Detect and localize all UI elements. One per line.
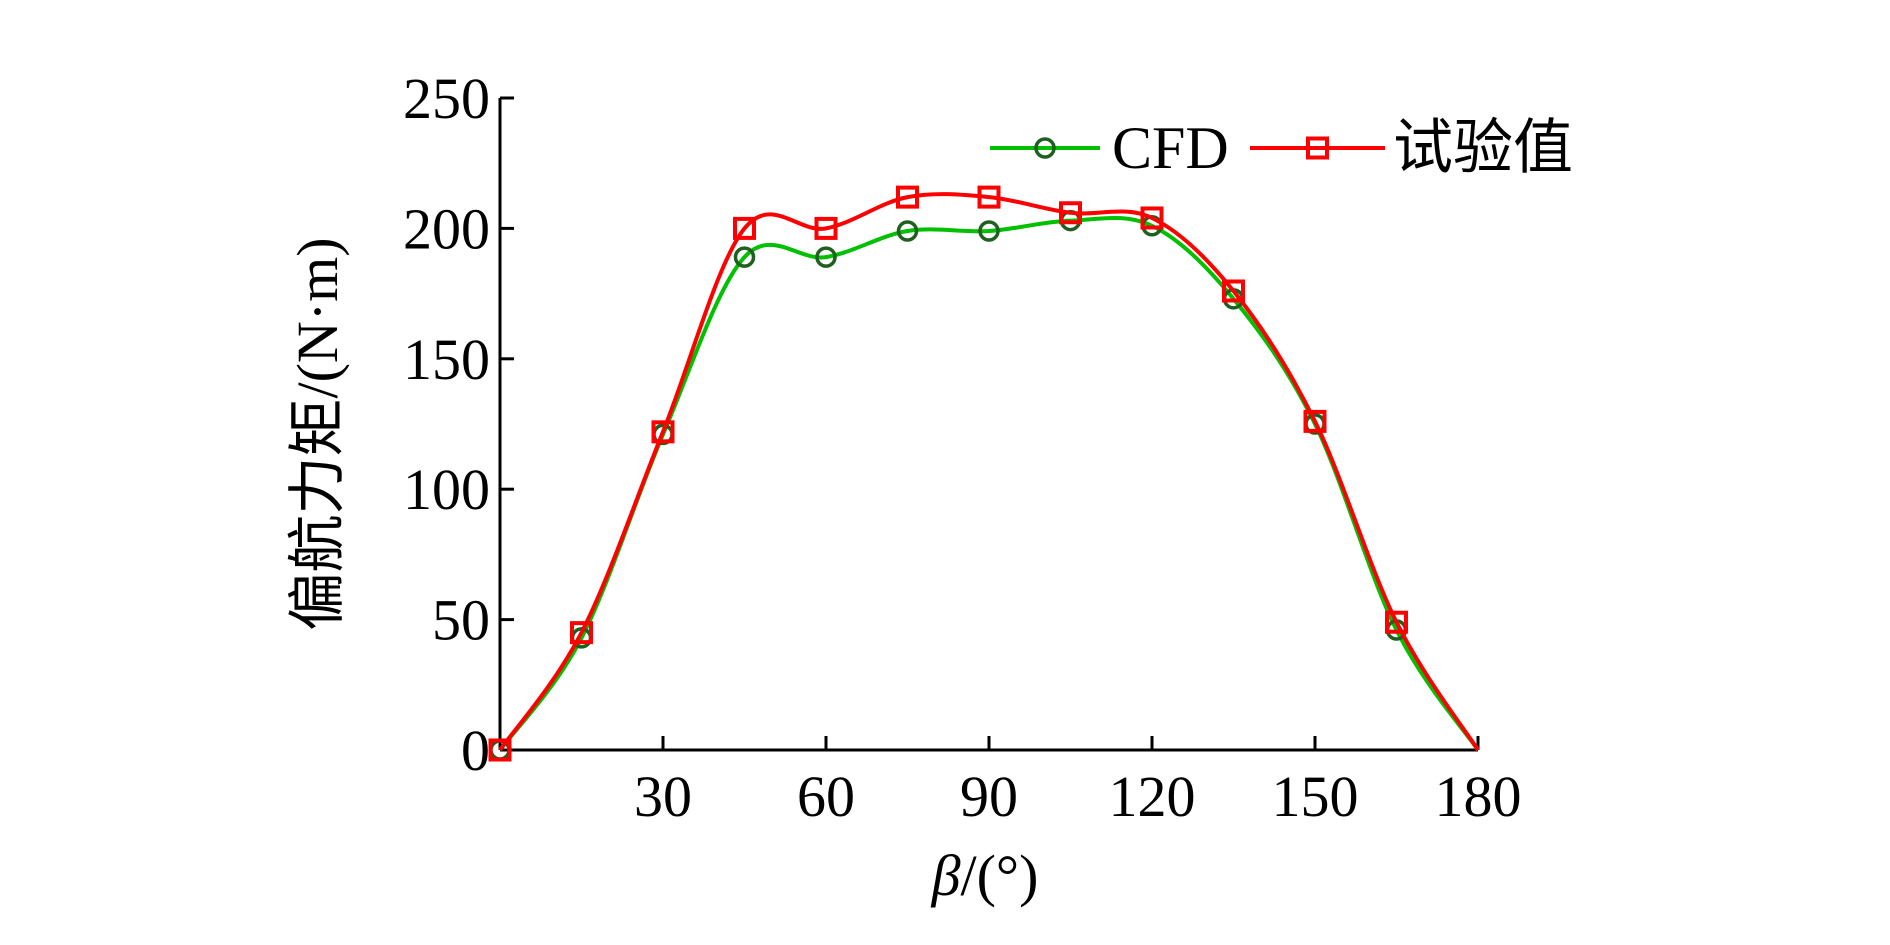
data-point [1140, 206, 1164, 230]
ticks: 0 50 100 150 200 250 30 60 90 120 150 180 [403, 66, 1522, 829]
data-point [651, 420, 675, 444]
data-point [977, 185, 1001, 209]
legend: CFD 试验值 [990, 115, 1573, 181]
y-tick-label: 100 [403, 457, 490, 522]
legend-marker [1306, 136, 1329, 160]
series-line [498, 215, 1480, 752]
data-point [733, 246, 756, 268]
y-tick-label: 0 [461, 718, 490, 783]
data-point [815, 246, 837, 268]
series-layer [488, 185, 1480, 762]
legend-label: 试验值 [1393, 115, 1573, 181]
y-tick-label: 150 [403, 327, 490, 392]
series-cfd [489, 209, 1480, 761]
x-tick-label: 30 [634, 764, 692, 829]
x-axis-symbol: β [931, 843, 961, 908]
data-point [1222, 279, 1245, 303]
x-axis-title: β/(°) [931, 843, 1039, 908]
series-line [498, 192, 1480, 752]
legend-label: CFD [1112, 115, 1229, 181]
data-point [896, 185, 919, 209]
y-tick-label: 200 [403, 196, 490, 261]
x-tick-label: 180 [1435, 764, 1522, 829]
series-test [488, 185, 1480, 762]
x-axis-unit: /(°) [960, 843, 1038, 908]
x-tick-label: 150 [1272, 764, 1359, 829]
y-axis-title: 偏航力矩/(N·m) [285, 237, 350, 630]
legend-item-cfd: CFD [990, 115, 1229, 181]
data-point [733, 216, 756, 240]
x-tick-label: 60 [797, 764, 855, 829]
data-point [570, 621, 593, 645]
y-tick-label: 50 [432, 588, 490, 653]
data-point [1385, 610, 1408, 634]
x-tick-label: 90 [960, 764, 1018, 829]
data-point [1303, 409, 1327, 433]
data-point [814, 216, 838, 240]
data-point [978, 220, 1000, 242]
data-point [488, 738, 512, 762]
data-point [896, 220, 919, 242]
legend-marker [1034, 137, 1056, 159]
x-tick-label: 120 [1109, 764, 1196, 829]
data-point [1059, 201, 1082, 225]
legend-item-test: 试验值 [1250, 115, 1573, 181]
y-tick-label: 250 [403, 66, 490, 131]
